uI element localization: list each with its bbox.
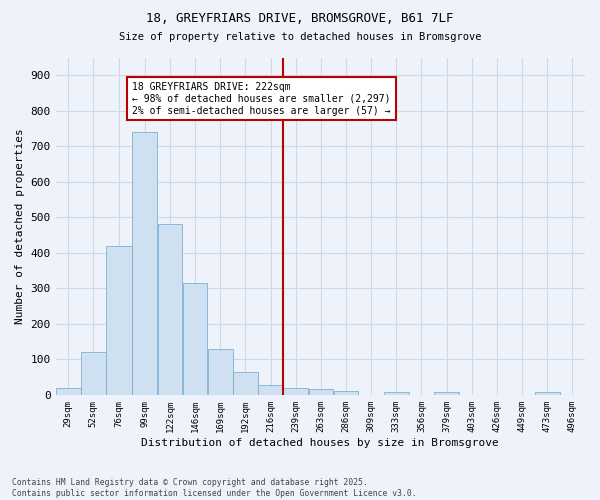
Bar bbox=[183, 283, 208, 395]
Bar bbox=[434, 392, 459, 395]
Text: 18, GREYFRIARS DRIVE, BROMSGROVE, B61 7LF: 18, GREYFRIARS DRIVE, BROMSGROVE, B61 7L… bbox=[146, 12, 454, 26]
Text: Size of property relative to detached houses in Bromsgrove: Size of property relative to detached ho… bbox=[119, 32, 481, 42]
Bar bbox=[81, 352, 106, 395]
Bar bbox=[133, 132, 157, 395]
Bar bbox=[308, 389, 333, 395]
Text: Contains HM Land Registry data © Crown copyright and database right 2025.
Contai: Contains HM Land Registry data © Crown c… bbox=[12, 478, 416, 498]
Bar bbox=[283, 388, 308, 395]
Y-axis label: Number of detached properties: Number of detached properties bbox=[15, 128, 25, 324]
Bar bbox=[208, 348, 233, 395]
Text: 18 GREYFRIARS DRIVE: 222sqm
← 98% of detached houses are smaller (2,297)
2% of s: 18 GREYFRIARS DRIVE: 222sqm ← 98% of det… bbox=[132, 82, 391, 116]
Bar bbox=[158, 224, 182, 395]
Bar bbox=[56, 388, 80, 395]
Bar bbox=[106, 246, 132, 395]
Bar bbox=[258, 385, 283, 395]
Bar bbox=[535, 392, 560, 395]
Bar bbox=[233, 372, 258, 395]
Bar bbox=[334, 392, 358, 395]
Bar bbox=[384, 392, 409, 395]
X-axis label: Distribution of detached houses by size in Bromsgrove: Distribution of detached houses by size … bbox=[142, 438, 499, 448]
